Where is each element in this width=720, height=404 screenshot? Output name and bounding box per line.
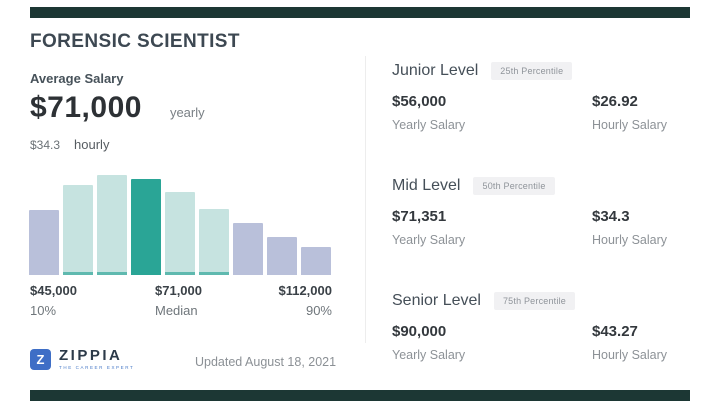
level-name: Mid Level	[392, 177, 461, 194]
yearly-salary-cell: $90,000 Yearly Salary	[392, 323, 592, 362]
yearly-salary-label: Yearly Salary	[392, 348, 466, 362]
senior-level-section: Senior Level 75th Percentile $90,000 Yea…	[392, 292, 690, 362]
axis-value: $45,000	[30, 283, 77, 298]
yearly-salary-value: $71,351	[392, 208, 447, 225]
yearly-unit-label: yearly	[169, 105, 205, 120]
histogram-bar	[267, 237, 297, 275]
bottom-frame-bar	[30, 390, 690, 401]
hourly-unit-label: hourly	[74, 137, 110, 152]
junior-level-section: Junior Level 25th Percentile $56,000 Yea…	[392, 62, 690, 132]
axis-sublabel: 10%	[30, 303, 57, 318]
average-yearly-salary: $71,000 yearly	[30, 91, 205, 125]
yearly-salary-label: Yearly Salary	[392, 233, 466, 247]
zippia-logo-icon: Z	[30, 349, 51, 370]
hourly-salary-cell: $43.27 Hourly Salary	[592, 323, 690, 362]
percentile-badge: 75th Percentile	[493, 292, 575, 310]
hourly-salary-label: Hourly Salary	[592, 118, 668, 132]
top-frame-bar	[30, 7, 690, 18]
yearly-salary-value: $56,000	[392, 93, 447, 110]
histogram-bar	[29, 210, 59, 275]
average-yearly-value: $71,000	[30, 91, 142, 124]
zippia-logo-text: ZIPPIA THE CAREER EXPERT	[59, 347, 135, 370]
mid-level-values: $71,351 Yearly Salary $34.3 Hourly Salar…	[392, 208, 690, 247]
mid-level-header: Mid Level 50th Percentile	[392, 177, 690, 195]
average-hourly-value: $34.3	[30, 138, 61, 152]
yearly-salary-value: $90,000	[392, 323, 447, 340]
page-title: FORENSIC SCIENTIST	[30, 31, 240, 52]
hourly-salary-label: Hourly Salary	[592, 348, 668, 362]
yearly-salary-cell: $71,351 Yearly Salary	[392, 208, 592, 247]
senior-level-header: Senior Level 75th Percentile	[392, 292, 690, 310]
level-name: Senior Level	[392, 292, 481, 309]
hourly-salary-cell: $26.92 Hourly Salary	[592, 93, 690, 132]
average-hourly-salary: $34.3 hourly	[30, 137, 109, 152]
histogram-bar	[233, 223, 263, 275]
hourly-salary-value: $43.27	[592, 323, 638, 340]
junior-level-header: Junior Level 25th Percentile	[392, 62, 690, 80]
yearly-salary-cell: $56,000 Yearly Salary	[392, 93, 592, 132]
histogram-bar	[63, 185, 93, 275]
vertical-divider	[365, 56, 366, 343]
histogram-bar	[301, 247, 331, 275]
yearly-salary-label: Yearly Salary	[392, 118, 466, 132]
updated-date: Updated August 18, 2021	[195, 355, 337, 369]
axis-value: $71,000	[155, 283, 202, 298]
level-name: Junior Level	[392, 62, 479, 79]
histogram-bar	[165, 192, 195, 275]
histogram-bar	[97, 175, 127, 275]
axis-label-10th-percentile: $45,000 10%	[30, 283, 77, 318]
zippia-logo[interactable]: Z ZIPPIA THE CAREER EXPERT	[30, 347, 135, 370]
hourly-salary-value: $34.3	[592, 208, 630, 225]
mid-level-section: Mid Level 50th Percentile $71,351 Yearly…	[392, 177, 690, 247]
senior-level-values: $90,000 Yearly Salary $43.27 Hourly Sala…	[392, 323, 690, 362]
axis-label-90th-percentile: $112,000 90%	[230, 283, 332, 318]
hourly-salary-value: $26.92	[592, 93, 638, 110]
percentile-badge: 50th Percentile	[473, 177, 555, 195]
salary-histogram	[29, 175, 331, 275]
zippia-logo-name: ZIPPIA	[59, 347, 123, 364]
axis-value: $112,000	[278, 283, 332, 298]
average-salary-label: Average Salary	[30, 71, 124, 86]
histogram-bar	[199, 209, 229, 275]
histogram-bar	[131, 179, 161, 275]
junior-level-values: $56,000 Yearly Salary $26.92 Hourly Sala…	[392, 93, 690, 132]
hourly-salary-label: Hourly Salary	[592, 233, 668, 247]
axis-sublabel: Median	[155, 303, 198, 318]
axis-label-median: $71,000 Median	[155, 283, 202, 318]
zippia-logo-tagline: THE CAREER EXPERT	[59, 365, 135, 370]
percentile-badge: 25th Percentile	[491, 62, 573, 80]
axis-sublabel: 90%	[305, 303, 332, 318]
hourly-salary-cell: $34.3 Hourly Salary	[592, 208, 690, 247]
